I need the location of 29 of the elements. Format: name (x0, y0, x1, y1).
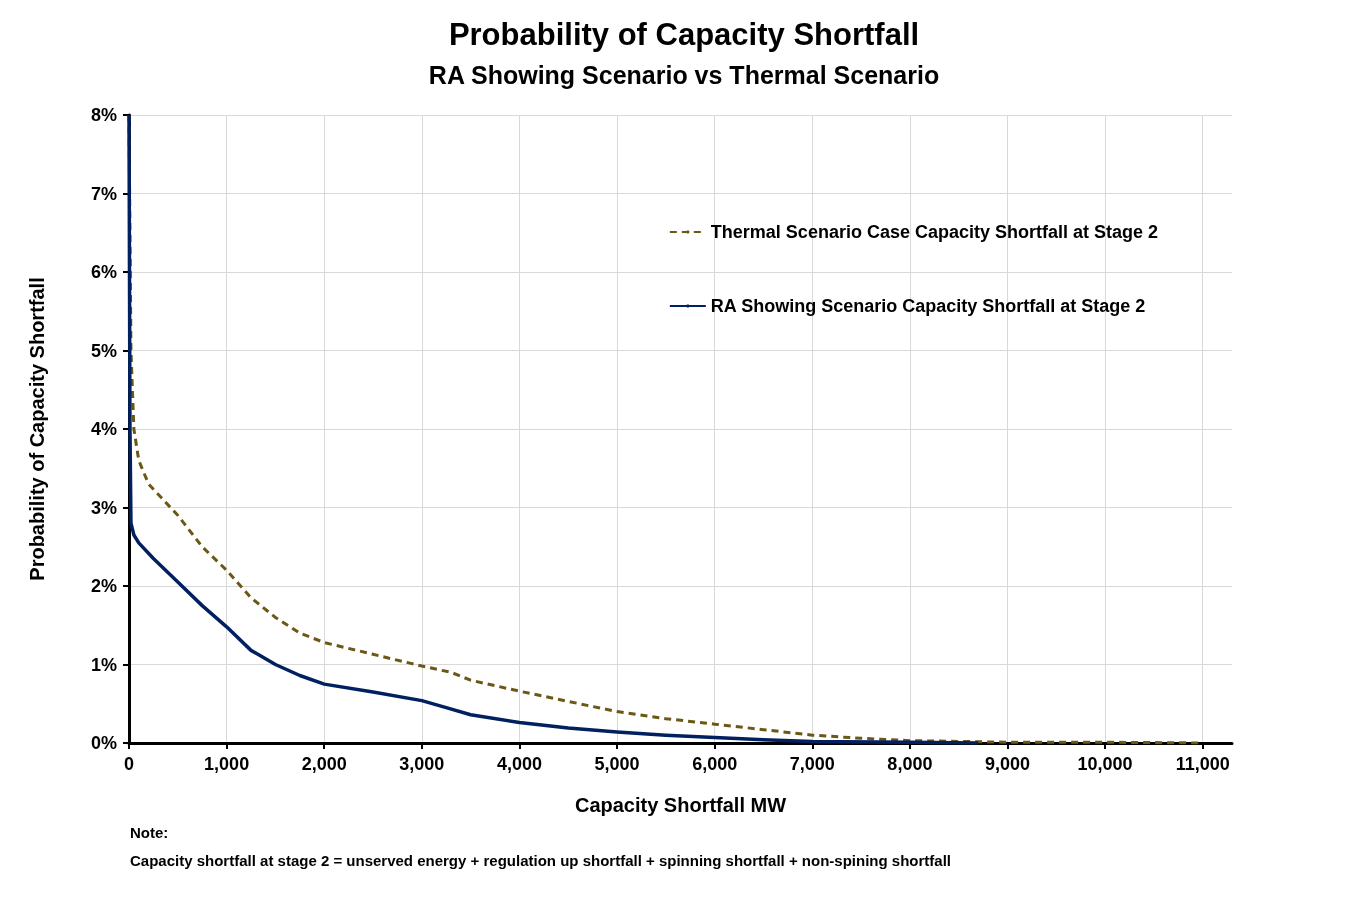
y-tick-label: 6% (90, 262, 117, 282)
x-axis-title: Capacity Shortfall MW (574, 794, 787, 816)
x-tick-label: 10,000 (1077, 754, 1133, 774)
y-tick-label: 3% (90, 497, 117, 518)
y-tick-label: 7% (90, 183, 117, 204)
text: Capacity shortfall at stage 2 = unserved energy + regulation up shortfall + spinning shortfall + non-spining shortfall (130, 852, 951, 869)
x-tick-label: 11,000 (1175, 754, 1230, 774)
x-tick-label: 8,000 (887, 754, 933, 774)
x-tick-label: 7,000 (789, 754, 835, 774)
y-tick-label: 8% (90, 105, 117, 125)
y-tick-label: 2% (90, 576, 117, 596)
x-tick-label: 0 (123, 754, 135, 774)
y-tick-label: 1% (90, 654, 117, 675)
x-tick-label: 6,000 (692, 754, 738, 774)
x-tick-label: 3,000 (399, 754, 445, 774)
legend-label: RA Showing Scenario Capacity Shortfall at Stage 2 (710, 296, 1146, 316)
legend-label: Thermal Scenario Case Capacity Shortfall at Stage 2 (710, 222, 1159, 242)
x-tick-label: 4,000 (496, 754, 542, 774)
chart-subtitle: RA Showing Scenario vs Thermal Scenario (428, 60, 940, 89)
y-axis-title: Probability of Capacity Shortfall (26, 277, 48, 581)
text: Note: (130, 824, 169, 841)
x-tick-label: 5,000 (594, 754, 640, 774)
x-tick-label: 9,000 (984, 754, 1031, 774)
y-tick-label: 4% (90, 419, 117, 439)
x-tick-label: 2,000 (301, 754, 347, 774)
y-tick-label: 5% (90, 340, 117, 361)
x-tick-label: 1,000 (204, 754, 250, 774)
y-tick-label: 0% (90, 733, 117, 753)
chart-title: Probability of Capacity Shortfall (448, 17, 920, 52)
